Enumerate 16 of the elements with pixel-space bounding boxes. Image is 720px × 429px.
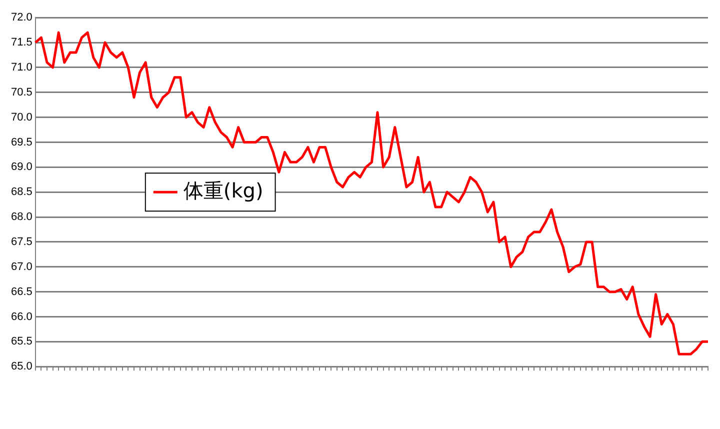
y-tick-label: 70.5 [10,86,32,98]
y-tick-label: 65.5 [10,336,32,348]
y-tick-label: 65.0 [10,360,32,373]
y-tick-label: 69.0 [10,161,32,174]
y-tick-label: 70.0 [10,111,32,124]
y-tick-label: 71.5 [10,36,32,49]
y-tick-label: 71.0 [10,61,32,74]
y-tick-label: 66.5 [10,286,32,298]
legend-label: 体重(kg) [183,178,264,202]
y-tick-label: 72.0 [10,12,32,24]
y-tick-label: 67.0 [10,260,32,273]
y-tick-label: 68.5 [10,186,32,198]
y-tick-label: 69.5 [10,136,32,148]
y-tick-label: 66.0 [10,310,32,323]
y-tick-label: 68.0 [10,211,32,224]
y-tick-label: 67.5 [10,236,32,248]
